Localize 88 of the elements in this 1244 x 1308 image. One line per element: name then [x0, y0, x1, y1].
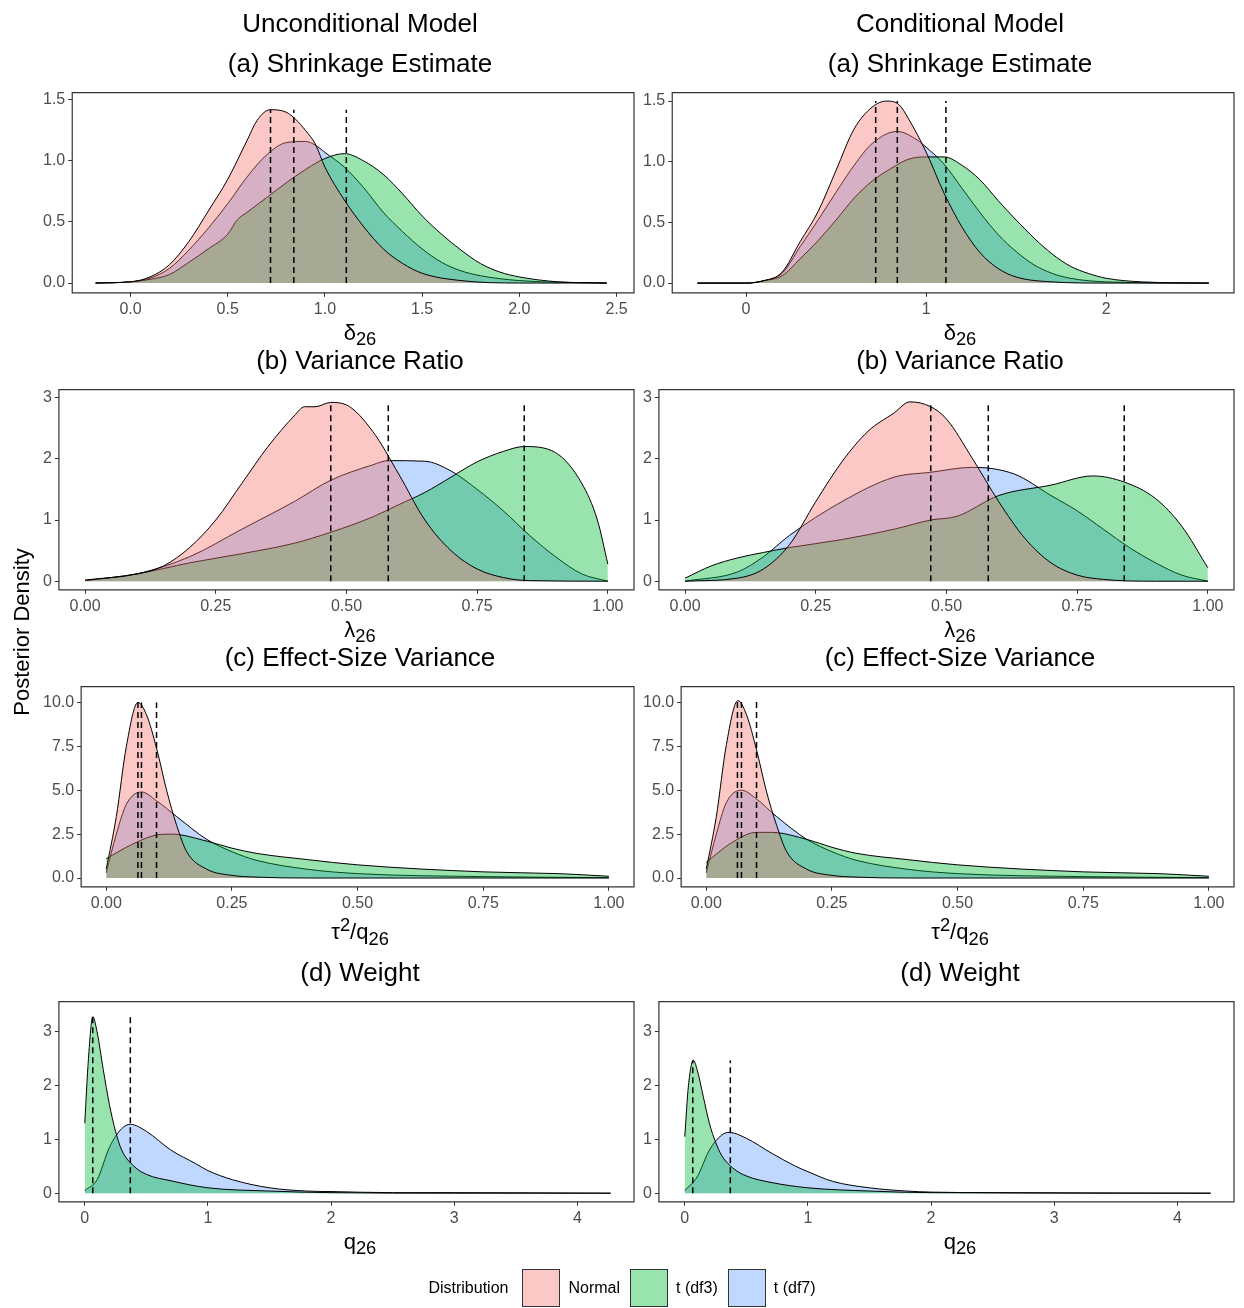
x-tick-label: 2 — [1101, 299, 1111, 317]
legend-label: t (df3) — [676, 1279, 718, 1297]
x-tick-label: 2.5 — [605, 299, 628, 317]
x-tick-label: 0.25 — [816, 893, 848, 911]
y-tick-label: 1 — [642, 510, 652, 528]
x-axis-title: q$_{26}$ — [342, 1229, 378, 1260]
y-axis-title: Posterior Density — [9, 548, 35, 716]
x-tick-label: 0.5 — [216, 299, 239, 317]
legend-title: Distribution — [428, 1279, 509, 1297]
x-tick-label: 2 — [326, 1208, 336, 1226]
y-tick-label: 1.0 — [642, 152, 666, 170]
x-tick-label: 4 — [1172, 1208, 1182, 1226]
x-tick-label: 1 — [921, 299, 931, 317]
y-tick-label: 10.0 — [43, 692, 75, 710]
x-tick-label: 1.00 — [1192, 596, 1224, 614]
x-tick-label: 1.00 — [1193, 893, 1225, 911]
x-axis-title: τ$^{2}$/q$_{26}$ — [330, 914, 390, 950]
y-tick-label: 3 — [42, 387, 52, 405]
y-tick-label: 7.5 — [51, 736, 75, 754]
x-tick-label: 1 — [803, 1208, 813, 1226]
y-tick-label: 0 — [642, 1183, 652, 1201]
y-tick-label: 2 — [642, 1075, 652, 1093]
y-tick-label: 0.0 — [651, 868, 675, 886]
chart-title: (d) Weight — [899, 957, 1021, 988]
x-axis-title: q$_{26}$ — [942, 1229, 978, 1260]
x-tick-label: 0.00 — [90, 893, 122, 911]
y-tick-label: 5.0 — [51, 780, 75, 798]
x-tick-label: 0.50 — [330, 596, 363, 614]
y-tick-label: 1.0 — [42, 151, 66, 169]
chart-title: (d) Weight — [299, 957, 421, 988]
chart-title: (a) Shrinkage Estimate — [226, 48, 494, 79]
x-tick-label: 0.75 — [1061, 596, 1093, 614]
x-tick-label: 0.25 — [200, 596, 232, 614]
x-tick-label: 2.0 — [508, 299, 531, 317]
x-tick-label: 3 — [449, 1208, 459, 1226]
x-tick-label: 0 — [680, 1208, 690, 1226]
x-tick-label: 0.75 — [461, 596, 493, 614]
y-tick-label: 2 — [642, 449, 652, 467]
x-tick-label: 1.0 — [313, 299, 337, 317]
y-tick-label: 0.5 — [642, 212, 666, 230]
y-tick-label: 3 — [642, 1022, 652, 1040]
x-tick-label: 0 — [741, 299, 751, 317]
y-tick-label: 2.5 — [651, 824, 675, 842]
x-tick-label: 0.50 — [342, 893, 374, 911]
y-tick-label: 7.5 — [651, 736, 675, 754]
x-tick-label: 1.5 — [411, 299, 434, 317]
x-axis-title: τ$^{2}$/q$_{26}$ — [930, 914, 990, 950]
y-tick-label: 10.0 — [643, 692, 675, 710]
y-tick-label: 5.0 — [651, 780, 675, 798]
x-tick-label: 1.00 — [592, 596, 624, 614]
y-tick-label: 0 — [42, 571, 52, 589]
chart-subtitle: Conditional Model — [854, 8, 1066, 39]
x-tick-label: 0.25 — [800, 596, 832, 614]
x-tick-label: 0.00 — [690, 893, 722, 911]
y-tick-label: 1.5 — [42, 90, 66, 108]
y-tick-label: 3 — [642, 387, 652, 405]
x-tick-label: 0.50 — [930, 596, 963, 614]
y-tick-label: 0 — [642, 571, 652, 589]
y-tick-label: 0.0 — [42, 273, 66, 291]
x-tick-label: 0 — [80, 1208, 90, 1226]
y-tick-label: 2 — [42, 449, 52, 467]
x-tick-label: 0.75 — [1067, 893, 1099, 911]
x-tick-label: 0.25 — [216, 893, 248, 911]
x-tick-label: 1.00 — [593, 893, 625, 911]
y-tick-label: 2 — [42, 1075, 52, 1093]
y-tick-label: 1 — [642, 1129, 652, 1147]
x-tick-label: 4 — [572, 1208, 582, 1226]
x-tick-label: 2 — [926, 1208, 936, 1226]
y-tick-label: 0.0 — [642, 273, 666, 291]
y-tick-label: 1 — [42, 1129, 52, 1147]
x-tick-label: 0.75 — [467, 893, 499, 911]
y-tick-label: 0.5 — [42, 212, 66, 230]
y-tick-label: 2.5 — [51, 824, 75, 842]
y-tick-label: 1 — [42, 510, 52, 528]
legend-label: Normal — [568, 1279, 620, 1297]
x-tick-label: 1 — [203, 1208, 213, 1226]
x-tick-label: 0.00 — [69, 596, 101, 614]
x-tick-label: 0.0 — [119, 299, 142, 317]
chart-subtitle: Unconditional Model — [241, 8, 479, 39]
legend-label: t (df7) — [773, 1279, 816, 1297]
x-tick-label: 3 — [1049, 1208, 1059, 1226]
y-tick-label: 1.5 — [642, 91, 666, 109]
y-tick-label: 0.0 — [51, 868, 75, 886]
x-tick-label: 0.50 — [942, 893, 974, 911]
x-tick-label: 0.00 — [669, 596, 701, 614]
chart-title: (a) Shrinkage Estimate — [826, 48, 1094, 79]
y-tick-label: 3 — [42, 1022, 52, 1040]
y-tick-label: 0 — [42, 1183, 52, 1201]
